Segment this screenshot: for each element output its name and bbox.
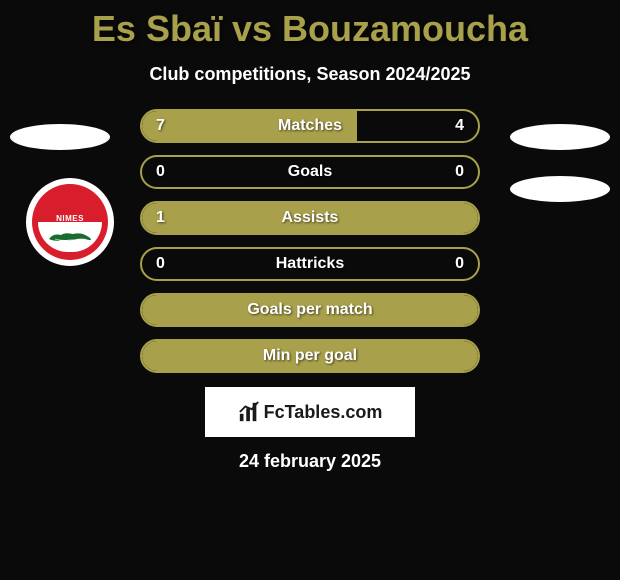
stat-row: 0Goals0 — [140, 155, 480, 189]
logo-crocodile-band — [38, 222, 102, 252]
brand-label: FcTables.com — [264, 402, 383, 423]
stat-label: Goals — [142, 163, 478, 181]
stat-row: 7Matches4 — [140, 109, 480, 143]
stat-row: 0Hattricks0 — [140, 247, 480, 281]
date-label: 24 february 2025 — [0, 451, 620, 472]
brand-box[interactable]: FcTables.com — [205, 387, 415, 437]
stat-row: Goals per match — [140, 293, 480, 327]
ellipse-top-left — [10, 124, 110, 150]
crocodile-icon — [47, 230, 93, 244]
stat-label: Matches — [142, 117, 478, 135]
ellipse-right — [510, 176, 610, 202]
stat-value-right: 4 — [455, 117, 464, 135]
stat-row: 1Assists — [140, 201, 480, 235]
ellipse-top-right — [510, 124, 610, 150]
stat-label: Hattricks — [142, 255, 478, 273]
chart-icon — [238, 401, 260, 423]
page-title: Es Sbaï vs Bouzamoucha — [0, 0, 620, 50]
stat-label: Goals per match — [142, 301, 478, 319]
stat-label: Assists — [142, 209, 478, 227]
stat-value-right: 0 — [455, 163, 464, 181]
stat-label: Min per goal — [142, 347, 478, 365]
stat-value-right: 0 — [455, 255, 464, 273]
page-subtitle: Club competitions, Season 2024/2025 — [0, 64, 620, 85]
team-logo-nimes: NIMES OLYMPIQUE — [26, 178, 114, 266]
stat-row: Min per goal — [140, 339, 480, 373]
